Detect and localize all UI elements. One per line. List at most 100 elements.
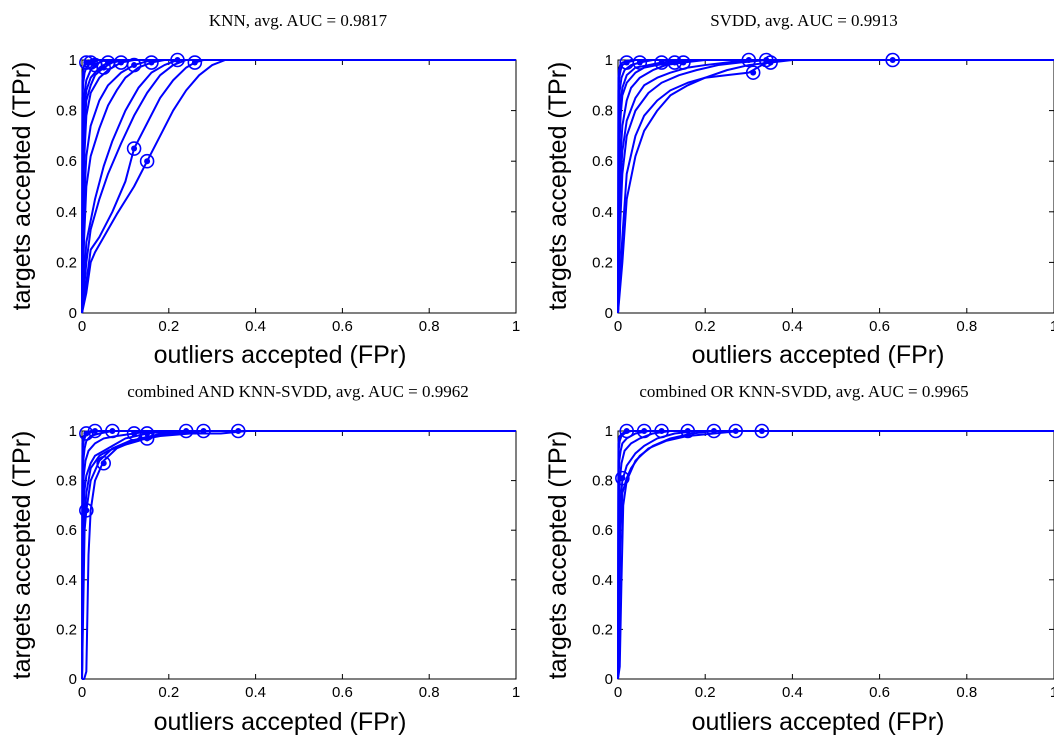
x-tick-label: 0.4 <box>782 318 803 335</box>
y-tick-label: 1 <box>69 52 77 69</box>
plot-area <box>81 59 517 314</box>
x-tick-label: 1 <box>512 684 520 701</box>
x-tick-label: 0.4 <box>245 684 266 701</box>
roc-curve-line <box>617 59 1054 314</box>
x-tick-label: 0 <box>78 318 86 335</box>
operating-point-dot <box>191 59 198 66</box>
y-tick-label: 0.2 <box>56 621 77 638</box>
x-tick-label: 0.4 <box>782 684 803 701</box>
x-tick-label: 0.8 <box>419 684 440 701</box>
operating-point-marker <box>126 426 142 441</box>
roc-curve-line <box>617 59 1054 314</box>
y-tick-label: 0 <box>69 671 77 688</box>
x-tick-label: 0.4 <box>245 318 266 335</box>
x-tick-label: 0.8 <box>956 684 977 701</box>
operating-point-marker <box>139 153 155 169</box>
x-tick-label: 0.6 <box>332 318 353 335</box>
x-axis-label: outliers accepted (FPr) <box>692 708 945 736</box>
axis-ticks: 0 0.2 0.4 0.6 0.8 1 0 0.2 0.4 0.6 0.8 1 <box>592 52 1054 335</box>
x-tick-label: 1 <box>1050 684 1054 701</box>
y-tick-label: 0.4 <box>56 204 77 221</box>
y-tick-label: 1 <box>605 52 613 69</box>
operating-point-marker <box>885 52 900 68</box>
y-tick-label: 0.6 <box>56 522 77 539</box>
y-tick-label: 0 <box>605 305 613 322</box>
x-tick-label: 0 <box>78 684 86 701</box>
y-tick-label: 0.4 <box>592 204 613 221</box>
series-layer <box>615 423 1054 680</box>
x-axis-label: outliers accepted (FPr) <box>154 708 407 736</box>
x-axis-label: outliers accepted (FPr) <box>692 341 945 369</box>
operating-point-dot <box>144 158 151 165</box>
roc-curve-line <box>617 59 1054 314</box>
operating-point-dot <box>100 460 107 467</box>
y-tick-label: 0.6 <box>56 153 77 170</box>
y-tick-label: 0.8 <box>592 103 613 120</box>
y-tick-label: 1 <box>605 423 613 440</box>
chart-panel-knn: KNN, avg. AUC = 0.9817 0 0.2 0.4 0.6 0.8 1 0 0.… <box>8 11 520 369</box>
operating-point-marker <box>79 426 94 441</box>
roc-curve-line <box>617 59 1054 314</box>
operating-point-dot <box>131 62 138 69</box>
x-tick-label: 0 <box>614 318 622 335</box>
operating-point-dot <box>83 59 90 66</box>
y-axis-label: targets accepted (TPr) <box>8 62 36 311</box>
x-tick-label: 0 <box>614 684 622 701</box>
y-tick-label: 0.2 <box>592 621 613 638</box>
x-tick-label: 1 <box>1050 318 1054 335</box>
chart-panel-and: combined AND KNN-SVDD, avg. AUC = 0.9962… <box>8 382 520 736</box>
series-layer <box>79 423 516 680</box>
x-tick-label: 0.8 <box>956 318 977 335</box>
x-tick-label: 0.2 <box>695 318 716 335</box>
x-tick-label: 0.2 <box>158 684 179 701</box>
chart-panel-svdd: SVDD, avg. AUC = 0.9913 00.20.40.60.8100… <box>544 11 1054 369</box>
operating-point-marker <box>654 55 669 70</box>
chart-panel-or: combined OR KNN-SVDD, avg. AUC = 0.9965 … <box>544 382 1054 736</box>
y-tick-label: 0.2 <box>56 254 77 271</box>
series-layer <box>79 52 516 314</box>
chart-title: combined OR KNN-SVDD, avg. AUC = 0.9965 <box>639 382 968 401</box>
plot-area <box>81 430 517 680</box>
operating-point-marker <box>187 55 203 70</box>
chart-title: combined AND KNN-SVDD, avg. AUC = 0.9962 <box>127 382 469 401</box>
y-tick-label: 0.2 <box>592 254 613 271</box>
x-tick-label: 0.6 <box>332 684 353 701</box>
axis-ticks: 0 0.2 0.4 0.6 0.8 1 0 0.2 0.4 0.6 0.8 1 <box>56 423 520 701</box>
operating-point-marker <box>619 55 635 70</box>
y-tick-label: 0.6 <box>592 522 613 539</box>
plot-area <box>617 430 1054 680</box>
operating-point-dot <box>131 145 138 152</box>
axis-ticks: 0 0.2 0.4 0.6 0.8 1 0 0.2 0.4 0.6 0.8 1 <box>56 52 520 335</box>
x-tick-label: 0.2 <box>695 684 716 701</box>
y-tick-label: 0.8 <box>592 473 613 490</box>
operating-point-marker <box>96 455 111 471</box>
y-axis-label: targets accepted (TPr) <box>544 431 572 680</box>
operating-point-dot <box>750 69 757 76</box>
axis-ticks: 0 0.2 0.4 0.6 0.8 1 0 0.2 0.4 0.6 0.8 1 <box>592 423 1054 701</box>
x-tick-label: 0.2 <box>158 318 179 335</box>
chart-title: KNN, avg. AUC = 0.9817 <box>209 11 388 30</box>
y-tick-label: 0.4 <box>56 572 77 589</box>
operating-point-dot <box>623 428 630 434</box>
x-tick-label: 0.6 <box>869 684 890 701</box>
operating-point-marker <box>126 141 142 156</box>
operating-point-dot <box>105 59 112 66</box>
y-tick-label: 0 <box>69 305 77 322</box>
x-axis-label: outliers accepted (FPr) <box>154 341 407 369</box>
y-tick-label: 0.6 <box>592 153 613 170</box>
operating-point-marker <box>619 423 635 439</box>
operating-point-dot <box>889 57 896 63</box>
operating-point-dot <box>83 430 90 437</box>
roc-curve-line <box>81 59 516 314</box>
chart-title: SVDD, avg. AUC = 0.9913 <box>710 11 898 30</box>
plot-area <box>617 59 1054 314</box>
y-axis-label: targets accepted (TPr) <box>544 62 572 311</box>
operating-point-marker <box>79 55 94 70</box>
y-tick-label: 0.8 <box>56 473 77 490</box>
x-tick-label: 0.6 <box>869 318 890 335</box>
y-axis-label: targets accepted (TPr) <box>8 431 36 680</box>
operating-point-dot <box>636 59 643 66</box>
x-tick-label: 1 <box>512 318 520 335</box>
series-layer <box>617 52 1054 314</box>
